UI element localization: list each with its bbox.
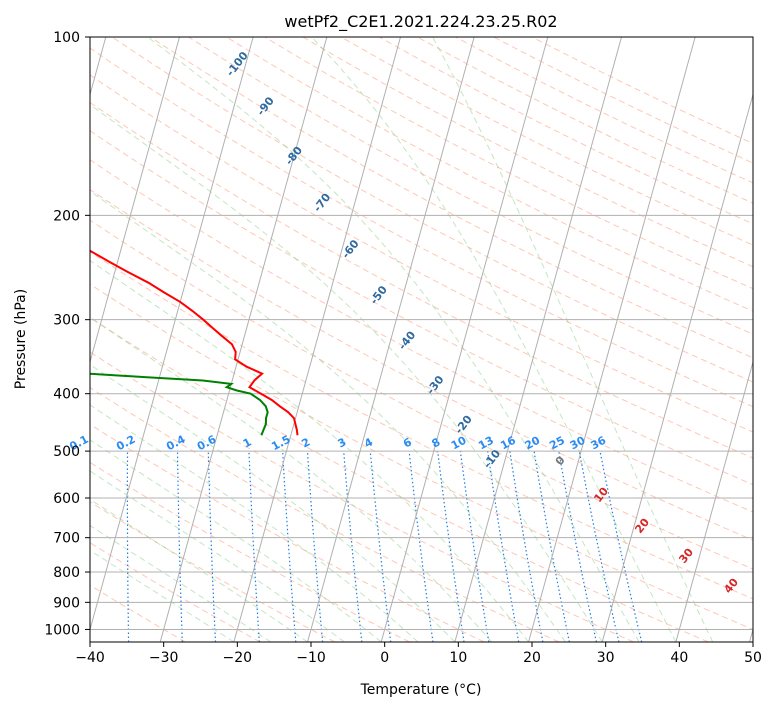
mixing-ratio-line [369,451,392,642]
dry-adiabat [90,584,186,642]
dry-adiabat [90,159,753,513]
y-tick-label: 300 [53,313,80,329]
mixing-ratio-label: 30 [568,434,588,453]
y-tick-label: 700 [53,531,80,547]
y-tick-label: 200 [53,208,80,224]
moist-adiabat [90,364,456,642]
moist-adiabat [90,470,345,642]
dry-adiabat [90,542,261,642]
dry-adiabat [90,101,753,459]
mixing-ratio-label: 16 [498,434,518,453]
mixing-ratio-line [558,450,597,642]
x-tick-label: 20 [523,650,541,666]
dry-adiabat [90,251,753,600]
x-tick-label: −10 [296,650,326,666]
y-tick-label: 100 [53,30,80,46]
isotherm [528,37,696,642]
y-tick-label: 800 [53,565,80,581]
dry-adiabat [149,37,753,359]
x-tick-label: 10 [449,650,467,666]
mixing-ratio-line [306,451,324,642]
dry-adiabat [90,423,485,642]
moist-adiabat [90,404,419,642]
dewpoint-line [90,372,269,436]
mixing-ratio-line [408,451,434,642]
mixing-ratio-label: 10 [449,434,469,453]
plot-frame [89,36,754,643]
y-axis-title: Pressure (hPa) [13,289,29,389]
isotherm [233,37,401,642]
x-tick-label: 0 [380,650,389,666]
x-tick-label: 50 [744,650,762,666]
dry-adiabat [90,386,560,642]
moist-adiabat [90,190,566,642]
x-tick-label: −20 [223,650,253,666]
y-tick-label: 600 [53,491,80,507]
dry-adiabat [90,47,753,408]
y-tick-label: 500 [53,444,80,460]
isotherm [307,37,475,642]
isotherm [159,37,328,642]
moist-adiabat [90,104,603,642]
dry-adiabat [264,37,753,290]
temperature-line [90,249,299,436]
isotherm [90,37,180,364]
isotherm [90,37,254,632]
dry-adiabat [188,37,753,335]
dry-adiabat [90,461,410,642]
isotherm [380,37,549,642]
chart-title: wetPf2_C2E1.2021.224.23.25.R02 [284,12,557,32]
moist-adiabat [90,316,493,642]
mixing-ratio-label: 25 [547,434,567,453]
x-tick-label: 30 [597,650,615,666]
y-tick-label: 400 [53,387,80,403]
dry-adiabat [90,351,634,642]
moist-adiabat [432,37,714,642]
dry-adiabat [90,316,709,642]
moist-adiabat [147,37,640,642]
mixing-ratio-label: 36 [589,434,609,453]
x-tick-label: −40 [75,650,105,666]
x-tick-label: −30 [149,650,179,666]
plot-area [90,37,753,642]
mixing-ratio-line [533,451,570,642]
moist-adiabat [90,259,529,642]
dry-adiabat [90,74,753,433]
isotherm [601,92,753,642]
mixing-ratio-line [578,450,620,642]
isotherm [675,360,753,642]
y-tick-label: 1000 [44,622,80,638]
x-tick-label: 40 [670,650,688,666]
y-tick-label: 900 [53,595,80,611]
mixing-ratio-line [437,451,465,642]
moist-adiabat [311,37,677,642]
mixing-ratio-line [343,451,363,642]
mixing-ratio-label: 13 [476,434,496,453]
dry-adiabat [90,188,753,541]
dry-adiabat [90,283,753,630]
x-axis-title: Temperature (°C) [360,682,482,698]
mixing-ratio-line [459,451,490,642]
isotherm [454,37,622,642]
mixing-ratio-label: 20 [523,434,543,453]
